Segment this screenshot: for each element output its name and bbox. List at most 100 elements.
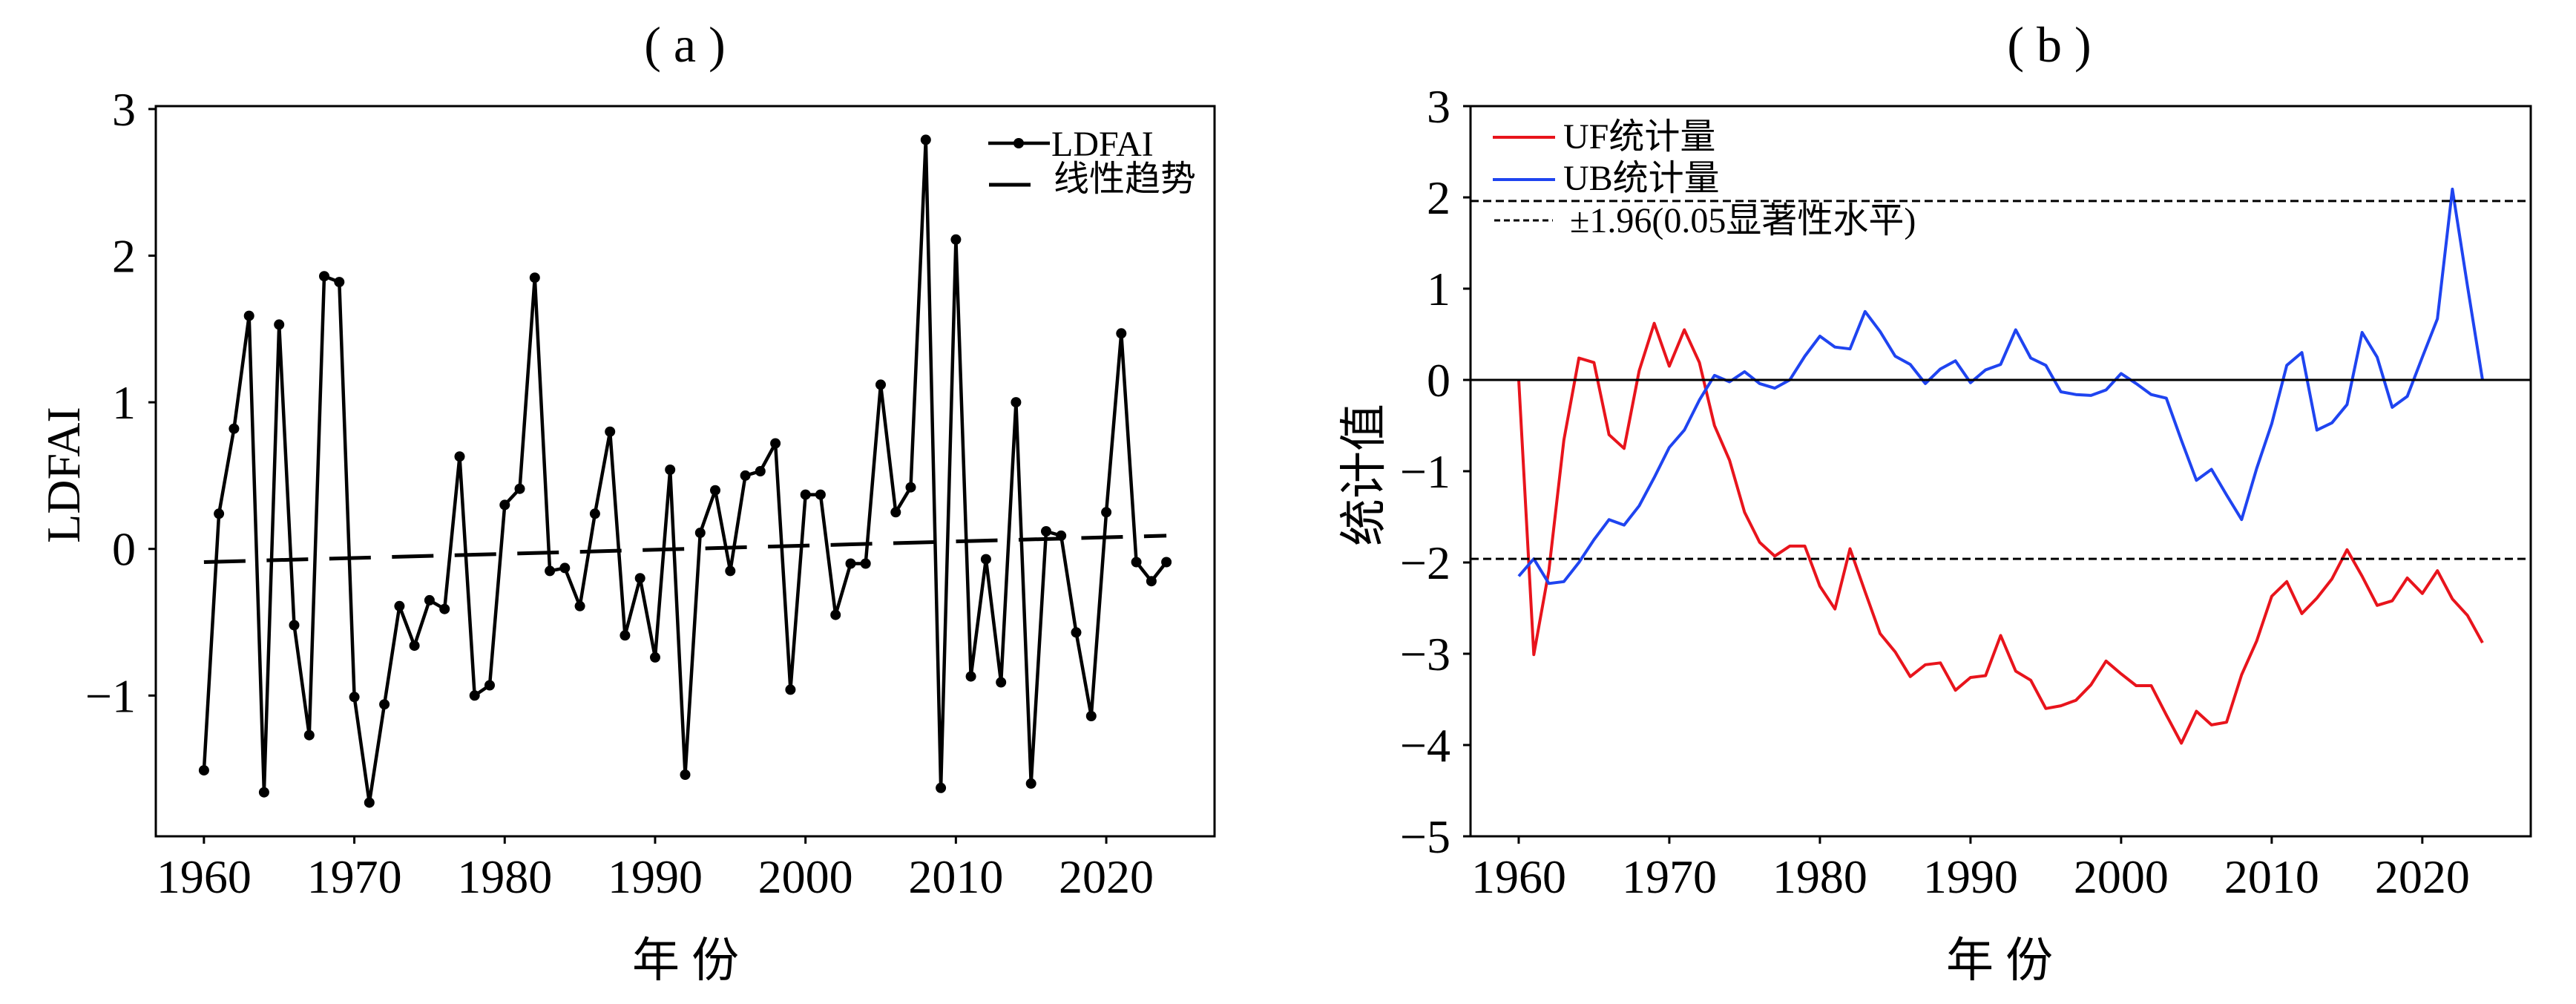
x-tick-label: 1990 — [608, 850, 703, 903]
ldfai-point — [634, 573, 645, 584]
x-tick-label: 1960 — [1471, 850, 1566, 903]
ldfai-point — [665, 465, 676, 475]
legend-swatch-marker — [1013, 138, 1024, 148]
y-axis-label: LDFAI — [37, 407, 90, 543]
chart-title: ( b ) — [2007, 16, 2091, 73]
ldfai-point — [198, 765, 209, 776]
y-tick-label: −4 — [1400, 719, 1450, 772]
ldfai-point — [349, 692, 360, 703]
ldfai-point — [379, 699, 390, 710]
ldfai-point — [950, 234, 962, 245]
y-tick-label: −3 — [1400, 628, 1450, 680]
ldfai-point — [559, 562, 571, 574]
y-tick-label: 3 — [1427, 80, 1450, 133]
y-axis-label: 统计值 — [1338, 404, 1390, 546]
axes-ticks: 1960 1970 1980 1990 2000 2010 2020 −1 0 1 2 3 — [85, 83, 1154, 903]
ldfai-point — [1011, 397, 1022, 408]
y-tick-label: −1 — [1400, 445, 1450, 498]
ldfai-point — [815, 489, 826, 500]
ldfai-point — [1071, 627, 1082, 638]
ub-statistic-line — [1517, 187, 2484, 585]
ldfai-point — [800, 489, 811, 500]
legend-item-ub: UB统计量 — [1493, 159, 1720, 198]
y-tick-label: 2 — [112, 230, 136, 283]
ldfai-point — [1116, 328, 1127, 339]
ldfai-point — [394, 600, 405, 611]
ldfai-point — [1146, 576, 1157, 587]
ldfai-point — [469, 690, 480, 701]
ldfai-point — [424, 594, 435, 606]
ldfai-point — [545, 565, 556, 577]
legend-label: 线性趋势 — [1054, 160, 1196, 199]
x-tick-label: 2020 — [1059, 850, 1154, 903]
ldfai-point — [274, 319, 285, 330]
ldfai-point — [694, 528, 706, 538]
x-tick-label: 2000 — [758, 850, 853, 903]
x-tick-label: 2010 — [2224, 850, 2319, 903]
ldfai-point — [785, 684, 796, 695]
y-tick-label: −5 — [1400, 810, 1450, 863]
legend: LDFAI 线性趋势 — [988, 125, 1196, 199]
ldfai-point — [936, 782, 947, 793]
uf-statistic-line — [1517, 321, 2484, 745]
ldfai-point — [289, 620, 300, 631]
ldfai-point — [650, 652, 660, 663]
ldfai-point — [965, 671, 976, 682]
x-tick-label: 1980 — [457, 850, 552, 903]
ldfai-point — [620, 630, 631, 641]
ldfai-point — [243, 310, 254, 321]
y-tick-label: 1 — [112, 376, 136, 429]
ldfai-point — [214, 508, 225, 519]
ldfai-point — [875, 379, 886, 390]
ldfai-point — [770, 438, 781, 449]
ldfai-point — [905, 482, 916, 493]
ldfai-point — [484, 680, 495, 691]
ldfai-point — [830, 609, 841, 620]
ldfai-point — [409, 640, 420, 652]
ldfai-point — [1131, 557, 1142, 568]
ldfai-point — [725, 565, 736, 577]
ldfai-point — [499, 499, 510, 511]
legend-label: ±1.96(0.05显著性水平) — [1570, 201, 1916, 240]
axes-ticks: 1960 1970 1980 1990 2000 2010 2020 −5 −4 −3 −2 −1 0 1… — [1400, 80, 2470, 903]
y-tick-label: 1 — [1427, 263, 1450, 315]
ldfai-point — [319, 271, 329, 282]
ldfai-point — [1041, 526, 1051, 537]
ldfai-point — [1101, 507, 1112, 518]
ldfai-point — [710, 485, 720, 496]
x-tick-label: 2020 — [2375, 850, 2470, 903]
axes-frame — [154, 105, 1216, 838]
ldfai-point — [1085, 711, 1097, 721]
ldfai-point — [529, 272, 540, 283]
ldfai-point — [303, 729, 315, 741]
ldfai-point — [364, 797, 375, 808]
y-tick-label: −2 — [1400, 537, 1450, 589]
x-axis-label: 年 份 — [632, 934, 739, 987]
ldfai-point — [740, 470, 751, 481]
ldfai-point — [514, 483, 525, 494]
plot-area — [1471, 187, 2531, 745]
chart-b-mann-kendall: ( b ) 1960 1970 1980 1990 2000 2010 2020 −5 −4 −3… — [1338, 16, 2532, 987]
x-tick-label: 1970 — [1622, 850, 1717, 903]
ldfai-point — [454, 451, 465, 462]
y-tick-label: 3 — [112, 83, 136, 136]
ldfai-point — [439, 603, 450, 614]
x-tick-label: 2000 — [2074, 850, 2169, 903]
x-tick-label: 1970 — [307, 850, 402, 903]
ldfai-point — [680, 770, 691, 780]
legend: UF统计量 UB统计量 ±1.96(0.05显著性水平) — [1493, 117, 1916, 240]
legend-item-linear-trend: 线性趋势 — [989, 160, 1196, 199]
ldfai-point — [996, 677, 1007, 688]
ldfai-point — [229, 423, 240, 434]
chart-a-ldfai: ( a ) 1960 1970 1980 1990 2000 2010 2020 −1 0 1 2 3… — [37, 16, 1216, 987]
x-tick-label: 1990 — [1923, 850, 2018, 903]
ldfai-point — [980, 554, 991, 565]
x-tick-label: 1960 — [157, 850, 252, 903]
ldfai-point — [605, 426, 616, 437]
ldfai-point — [890, 507, 901, 518]
ldfai-point — [574, 600, 585, 611]
legend-label: UF统计量 — [1563, 117, 1715, 157]
ldfai-point — [334, 277, 345, 288]
x-axis-label: 年 份 — [1946, 934, 2053, 987]
